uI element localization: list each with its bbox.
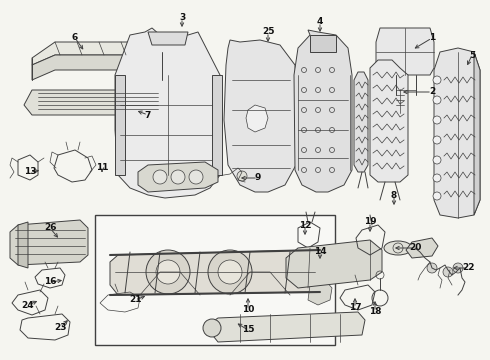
Text: 24: 24 — [22, 301, 34, 310]
Polygon shape — [286, 240, 382, 288]
Text: 6: 6 — [72, 33, 78, 42]
Circle shape — [203, 319, 221, 337]
Circle shape — [189, 170, 203, 184]
Text: 10: 10 — [242, 306, 254, 315]
Polygon shape — [246, 105, 268, 132]
Circle shape — [433, 174, 441, 182]
Circle shape — [433, 192, 441, 200]
Polygon shape — [212, 75, 222, 175]
Text: 23: 23 — [54, 324, 66, 333]
Circle shape — [171, 170, 185, 184]
Polygon shape — [115, 28, 222, 198]
Circle shape — [433, 156, 441, 164]
Text: 19: 19 — [364, 217, 376, 226]
Text: 5: 5 — [469, 50, 475, 59]
Circle shape — [433, 116, 441, 124]
Circle shape — [208, 250, 252, 294]
Circle shape — [415, 247, 425, 257]
Polygon shape — [376, 28, 434, 75]
Text: 26: 26 — [44, 224, 56, 233]
Text: 7: 7 — [145, 111, 151, 120]
Polygon shape — [138, 162, 218, 192]
Text: 12: 12 — [299, 220, 311, 230]
Text: 1: 1 — [429, 33, 435, 42]
Polygon shape — [370, 60, 408, 182]
Text: 13: 13 — [24, 167, 36, 176]
Polygon shape — [224, 40, 298, 192]
Polygon shape — [10, 220, 88, 265]
Ellipse shape — [384, 241, 412, 255]
Polygon shape — [393, 89, 407, 113]
Polygon shape — [294, 30, 352, 192]
Polygon shape — [354, 72, 368, 172]
Polygon shape — [434, 48, 480, 218]
Text: 11: 11 — [96, 163, 108, 172]
Polygon shape — [308, 280, 332, 305]
Circle shape — [218, 260, 242, 284]
Text: 21: 21 — [129, 296, 141, 305]
Circle shape — [433, 136, 441, 144]
Polygon shape — [24, 90, 170, 115]
Text: 18: 18 — [369, 307, 381, 316]
Polygon shape — [115, 75, 125, 175]
Text: 25: 25 — [262, 27, 274, 36]
Text: 15: 15 — [242, 325, 254, 334]
Circle shape — [427, 263, 437, 273]
Polygon shape — [406, 238, 438, 258]
Circle shape — [453, 263, 463, 273]
Circle shape — [146, 250, 190, 294]
Polygon shape — [474, 52, 480, 215]
Polygon shape — [32, 42, 162, 65]
Polygon shape — [110, 250, 318, 295]
Circle shape — [153, 170, 167, 184]
Circle shape — [156, 260, 180, 284]
Polygon shape — [18, 222, 28, 268]
Text: 16: 16 — [44, 278, 56, 287]
Polygon shape — [148, 32, 188, 45]
Text: 22: 22 — [462, 264, 474, 273]
Polygon shape — [162, 90, 170, 115]
Circle shape — [433, 96, 441, 104]
Bar — [95, 215, 335, 345]
Text: 9: 9 — [255, 174, 261, 183]
Polygon shape — [210, 312, 365, 342]
Text: 17: 17 — [349, 303, 361, 312]
Polygon shape — [310, 35, 336, 52]
Text: 14: 14 — [314, 248, 326, 256]
Circle shape — [237, 171, 247, 181]
Polygon shape — [32, 55, 162, 80]
Text: 20: 20 — [409, 243, 421, 252]
Text: 8: 8 — [391, 190, 397, 199]
Circle shape — [433, 76, 441, 84]
Text: 2: 2 — [429, 87, 435, 96]
Text: 3: 3 — [179, 13, 185, 22]
Circle shape — [443, 267, 453, 277]
Text: 4: 4 — [317, 18, 323, 27]
